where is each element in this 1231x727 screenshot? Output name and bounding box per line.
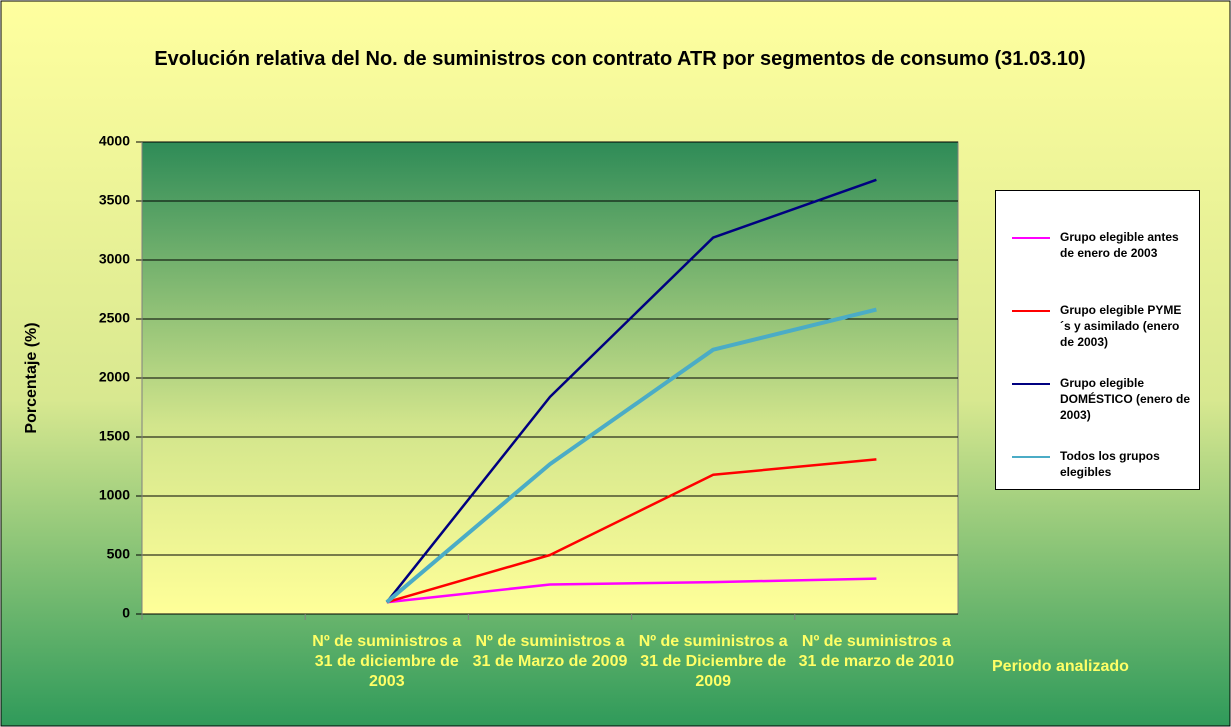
y-tick-label: 500 xyxy=(107,546,131,562)
x-tick-label: Nº de suministros a 31 de diciembre de 2… xyxy=(312,633,462,690)
legend-entry: Todos los grupos elegibles xyxy=(996,448,1199,521)
y-tick-label: 2500 xyxy=(99,310,130,326)
y-tick-label: 0 xyxy=(122,605,130,621)
y-tick-label: 3000 xyxy=(99,251,130,267)
series-line xyxy=(385,178,877,603)
y-tick-label: 1000 xyxy=(99,487,130,503)
legend-swatch xyxy=(1012,456,1050,458)
y-axis-title: Porcentaje (%) xyxy=(23,322,40,433)
y-tick-label: 2000 xyxy=(99,369,130,385)
series-line xyxy=(386,577,877,604)
legend-label: Grupo elegible antes de enero de 2003 xyxy=(1060,230,1179,260)
x-axis-title: Periodo analizado xyxy=(992,658,1129,675)
legend-label: Todos los grupos elegibles xyxy=(1060,449,1160,479)
legend-swatch xyxy=(1012,237,1050,239)
legend: Grupo elegible antes de enero de 2003 Gru… xyxy=(995,190,1200,490)
series-line xyxy=(386,458,877,604)
legend-entry: Grupo elegible DOMÉSTICO (enero de 2003) xyxy=(996,375,1199,448)
series-line xyxy=(385,307,877,604)
legend-entry: Grupo elegible antes de enero de 2003 xyxy=(996,229,1199,302)
x-tick-label: Nº de suministros a 31 de Marzo de 2009 xyxy=(472,633,628,670)
legend-swatch xyxy=(1012,383,1050,385)
legend-entry: Grupo elegible PYME´s y asimilado (enero… xyxy=(996,302,1199,375)
y-tick-label: 1500 xyxy=(99,428,130,444)
y-tick-label: 4000 xyxy=(99,133,130,149)
legend-label: Grupo elegible DOMÉSTICO (enero de 2003) xyxy=(1060,376,1191,422)
y-tick-label: 3500 xyxy=(99,192,130,208)
x-tick-label: Nº de suministros a 31 de Diciembre de 2… xyxy=(638,633,788,690)
x-tick-label: Nº de suministros a 31 de marzo de 2010 xyxy=(798,633,955,670)
chart-title: Evolución relativa del No. de suministro… xyxy=(154,48,1086,70)
legend-label: Grupo elegible PYME´s y asimilado (enero… xyxy=(1060,303,1182,349)
legend-swatch xyxy=(1012,310,1050,312)
